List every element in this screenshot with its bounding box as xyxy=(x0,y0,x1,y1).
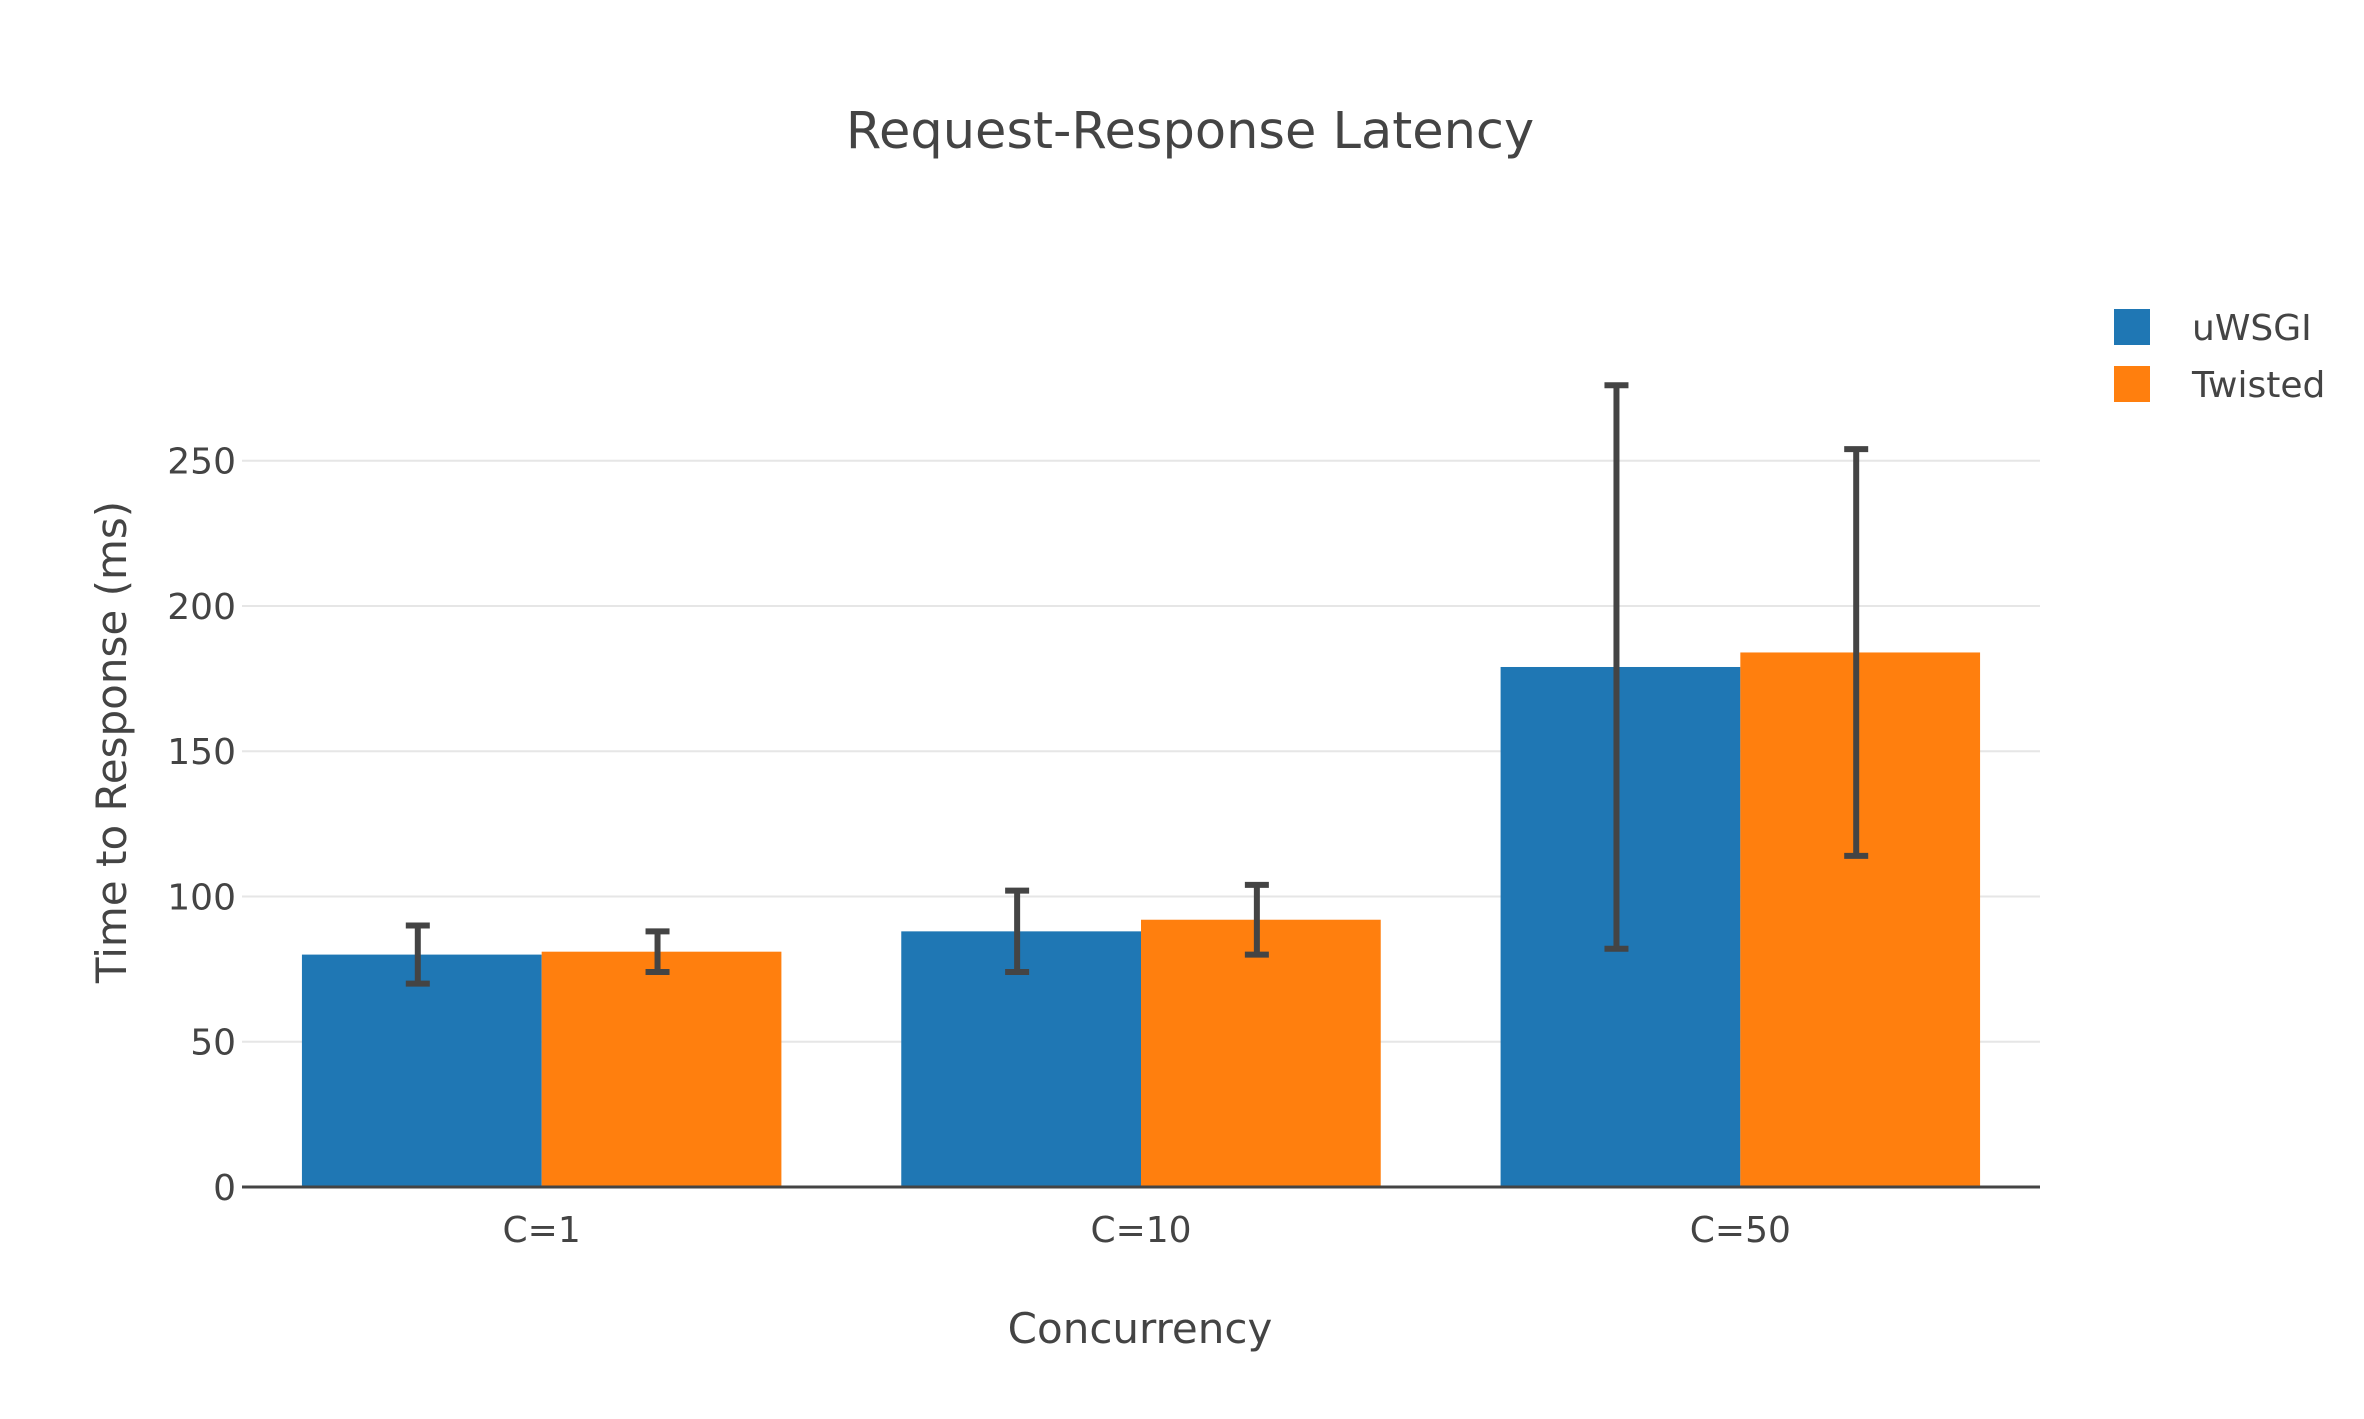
legend: uWSGI Twisted xyxy=(2114,308,2325,406)
legend-label: Twisted xyxy=(2191,365,2325,406)
bar xyxy=(541,951,782,1187)
bar xyxy=(1740,652,1981,1187)
x-axis-label: Concurrency xyxy=(1008,1304,1273,1353)
y-axis-label: Time to Response (ms) xyxy=(87,501,136,984)
y-tick-label: 150 xyxy=(167,732,236,773)
bar xyxy=(1500,666,1741,1187)
y-tick-label: 50 xyxy=(190,1023,236,1064)
x-tick-label: C=1 xyxy=(503,1210,581,1251)
y-tick-label: 0 xyxy=(213,1168,236,1209)
error-bars xyxy=(405,382,1869,987)
bars xyxy=(301,652,1981,1187)
tick-labels: 0 50 100 150 200 250 C=1 C=10 C=50 xyxy=(167,442,1791,1251)
chart-title: Request-Response Latency xyxy=(846,102,1534,161)
x-tick-label: C=50 xyxy=(1690,1210,1791,1251)
y-tick-label: 100 xyxy=(167,877,236,918)
x-tick-label: C=10 xyxy=(1090,1210,1191,1251)
legend-swatch xyxy=(2114,309,2150,345)
bar xyxy=(301,954,542,1187)
bar xyxy=(1141,919,1381,1187)
y-tick-label: 250 xyxy=(167,442,236,483)
legend-label: uWSGI xyxy=(2192,308,2312,349)
legend-swatch xyxy=(2114,366,2150,402)
y-tick-label: 200 xyxy=(167,587,236,628)
